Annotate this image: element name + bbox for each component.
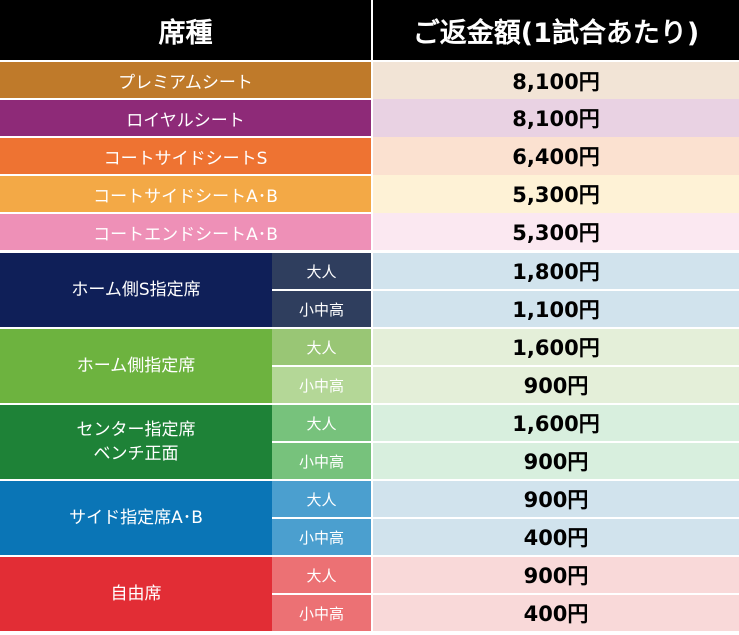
sub-label-adult: 大人 xyxy=(272,404,372,443)
sub-label-child: 小中高 xyxy=(272,518,372,557)
group-name-side: サイド指定席A･B xyxy=(0,480,272,557)
price-side-child: 400円 xyxy=(371,518,739,557)
sub-label-adult: 大人 xyxy=(272,480,372,519)
group-name-center-line2: ベンチ正面 xyxy=(93,444,179,464)
seat-name-courtside-s: コートサイドシートS xyxy=(0,137,372,176)
seat-name-courtend-ab: コートエンドシートA･B xyxy=(0,213,372,253)
table-row: センター指定席 ベンチ正面 大人 1,600円 xyxy=(0,404,739,481)
price-courtside-s: 6,400円 xyxy=(371,137,739,175)
price-side-adult: 900円 xyxy=(371,480,739,519)
seat-name-courtside-ab: コートサイドシートA･B xyxy=(0,175,372,214)
table-row: 小中高 900円 xyxy=(0,366,739,405)
table-row: 小中高 1,100円 xyxy=(0,290,739,329)
table-row: サイド指定席A･B 大人 900円 xyxy=(0,480,739,557)
price-home-s-adult: 1,800円 xyxy=(371,251,739,291)
seat-type-header: 席種 xyxy=(0,0,373,62)
table-row: コートサイドシートS 6,400円 xyxy=(0,137,739,176)
sub-label-adult: 大人 xyxy=(272,556,372,595)
group-name-home-s: ホーム側S指定席 xyxy=(0,251,272,329)
table-row: 小中高 400円 xyxy=(0,594,739,633)
sub-label-child: 小中高 xyxy=(272,366,372,405)
price-center-child: 900円 xyxy=(371,442,739,481)
price-free-adult: 900円 xyxy=(371,556,739,595)
price-premium: 8,100円 xyxy=(371,61,739,99)
table-row: 小中高 900円 xyxy=(0,442,739,481)
table-row: 小中高 400円 xyxy=(0,518,739,557)
price-home-child: 900円 xyxy=(371,366,739,405)
header-row: 席種 ご返金額(1試合あたり) xyxy=(0,0,739,62)
price-courtside-ab: 5,300円 xyxy=(371,175,739,213)
sub-label-child: 小中高 xyxy=(272,594,372,633)
sub-label-adult: 大人 xyxy=(272,328,372,367)
table-row: 自由席 大人 900円 xyxy=(0,556,739,633)
sub-label-child: 小中高 xyxy=(272,442,372,481)
sub-label-child: 小中高 xyxy=(272,290,372,329)
price-home-s-child: 1,100円 xyxy=(371,290,739,329)
table-row: コートエンドシートA･B 5,300円 xyxy=(0,213,739,253)
price-courtend-ab: 5,300円 xyxy=(371,213,739,253)
price-center-adult: 1,600円 xyxy=(371,404,739,443)
group-name-home: ホーム側指定席 xyxy=(0,328,272,405)
price-free-child: 400円 xyxy=(371,594,739,633)
table-row: ロイヤルシート 8,100円 xyxy=(0,99,739,138)
table-row: ホーム側S指定席 大人 1,800円 xyxy=(0,251,739,329)
sub-label-adult: 大人 xyxy=(272,251,372,291)
price-home-adult: 1,600円 xyxy=(371,328,739,367)
group-name-center: センター指定席 ベンチ正面 xyxy=(0,404,272,481)
group-name-free: 自由席 xyxy=(0,556,272,633)
group-name-center-line1: センター指定席 xyxy=(76,420,196,440)
seat-name-premium: プレミアムシート xyxy=(0,61,372,100)
price-royal: 8,100円 xyxy=(371,99,739,137)
table-row: ホーム側指定席 大人 1,600円 xyxy=(0,328,739,405)
table-row: プレミアムシート 8,100円 xyxy=(0,61,739,100)
table-row: コートサイドシートA･B 5,300円 xyxy=(0,175,739,214)
seat-name-royal: ロイヤルシート xyxy=(0,99,372,138)
refund-amount-header: ご返金額(1試合あたり) xyxy=(372,0,739,62)
